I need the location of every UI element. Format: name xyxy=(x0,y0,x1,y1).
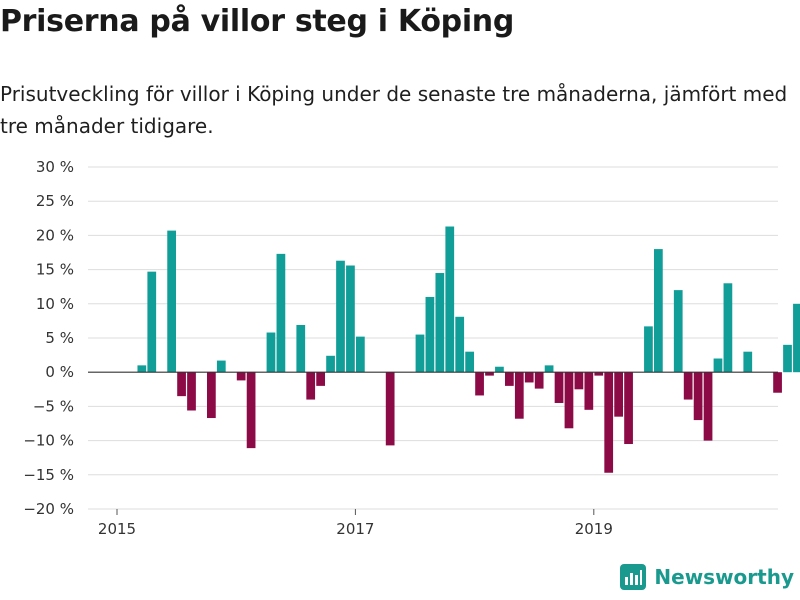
bar xyxy=(296,325,306,373)
y-tick-label: 10 % xyxy=(36,295,74,313)
bar xyxy=(793,303,800,373)
y-tick-label: 5 % xyxy=(45,329,74,347)
x-axis-ticks: 201520172019202120232025 xyxy=(98,509,613,538)
bar xyxy=(743,351,753,373)
bar xyxy=(435,273,445,373)
bar xyxy=(415,334,425,373)
bar xyxy=(514,372,524,419)
bar xyxy=(356,336,365,373)
bar xyxy=(326,355,335,373)
bar xyxy=(723,283,733,373)
y-tick-label: 25 % xyxy=(36,192,74,210)
bar xyxy=(554,372,564,403)
x-tick-label: 2019 xyxy=(575,520,613,538)
x-tick-label: 2015 xyxy=(98,520,136,538)
bar xyxy=(604,372,614,473)
bar xyxy=(276,253,286,373)
bar xyxy=(445,226,455,373)
bar xyxy=(693,372,703,421)
bar xyxy=(564,372,574,429)
bar xyxy=(673,290,683,373)
bar xyxy=(713,358,723,373)
bar xyxy=(505,372,514,386)
chart-subtitle: Prisutveckling för villor i Köping under… xyxy=(0,82,788,138)
y-tick-label: −10 % xyxy=(23,432,74,450)
bar xyxy=(683,372,693,400)
brand-name: Newsworthy xyxy=(654,565,794,589)
bar xyxy=(316,372,325,386)
bar xyxy=(207,372,216,419)
bar xyxy=(167,230,176,373)
newsworthy-brand[interactable]: Newsworthy xyxy=(620,564,794,590)
bar xyxy=(346,265,355,373)
bar xyxy=(236,372,246,381)
bar xyxy=(783,344,792,373)
y-tick-label: 0 % xyxy=(45,363,74,381)
newsworthy-logo-icon xyxy=(620,564,647,590)
y-tick-label: −15 % xyxy=(23,466,74,484)
y-tick-label: −5 % xyxy=(33,397,74,415)
chart-title: Priserna på villor steg i Köping xyxy=(0,4,515,39)
bar xyxy=(177,372,186,397)
bar xyxy=(534,372,544,389)
bar xyxy=(475,372,484,396)
y-axis-ticks: −20 % −15 % −10 % −5 % 0 % 5 % 10 % 15 % 20 % 25 … xyxy=(23,158,74,518)
bar xyxy=(306,372,316,400)
bar xyxy=(654,249,663,373)
bar xyxy=(137,365,147,373)
bar xyxy=(187,372,196,411)
bar xyxy=(425,296,435,373)
bar xyxy=(485,372,494,376)
bar xyxy=(773,372,782,393)
bars xyxy=(137,226,800,473)
bar xyxy=(336,260,345,373)
x-tick-label: 2017 xyxy=(336,520,374,538)
bar xyxy=(385,372,395,446)
bar xyxy=(465,351,474,373)
bar xyxy=(266,332,276,373)
y-tick-label: 15 % xyxy=(36,261,74,279)
y-tick-label: 20 % xyxy=(36,226,74,244)
bar xyxy=(147,271,157,373)
bar xyxy=(644,326,653,373)
bar xyxy=(524,372,534,383)
y-tick-label: −20 % xyxy=(23,500,74,518)
bar xyxy=(495,366,504,373)
bar xyxy=(584,372,594,410)
bar xyxy=(614,372,623,417)
bar xyxy=(574,372,584,390)
bar xyxy=(594,372,604,376)
bar xyxy=(216,360,226,373)
bar xyxy=(544,365,554,373)
bar xyxy=(703,372,713,441)
bar xyxy=(624,372,633,445)
bar xyxy=(246,372,256,449)
bar xyxy=(455,316,465,373)
y-tick-label: 30 % xyxy=(36,158,74,176)
